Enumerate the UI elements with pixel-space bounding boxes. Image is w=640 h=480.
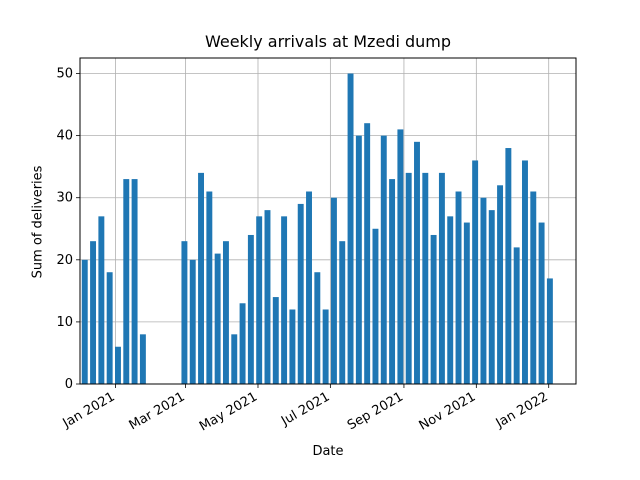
bar: [289, 309, 296, 384]
bar: [90, 241, 97, 384]
bar: [106, 272, 113, 384]
x-tick-label: Sep 2021: [345, 389, 406, 433]
bar: [189, 259, 196, 384]
bar: [497, 185, 504, 384]
bar: [256, 216, 263, 384]
bar: [522, 160, 528, 384]
y-axis: 0 10 20 30 40 50: [56, 67, 80, 392]
x-tick-label: Jan 2021: [60, 389, 118, 431]
bar: [281, 216, 288, 384]
bar: [206, 191, 213, 384]
bar: [247, 234, 254, 384]
x-tick-label: Jul 2021: [278, 389, 332, 429]
bar: [214, 253, 221, 384]
bar: [546, 278, 553, 384]
bar: [123, 179, 130, 384]
bar: [513, 247, 520, 384]
y-tick-label: 50: [56, 67, 73, 82]
bar: [472, 160, 479, 384]
bar: [414, 141, 420, 384]
bar: [264, 210, 271, 384]
bar: [389, 179, 396, 384]
bar: [330, 197, 337, 384]
bar: [372, 228, 379, 384]
bar: [239, 303, 246, 384]
bar: [364, 123, 371, 384]
bar: [297, 203, 304, 384]
bar: [455, 191, 462, 384]
bar: [322, 309, 329, 384]
bar: [314, 272, 321, 384]
bar: [198, 172, 204, 384]
bar: [81, 259, 88, 384]
chart-title: Weekly arrivals at Mzedi dump: [204, 32, 452, 51]
x-tick-label: Jan 2022: [493, 389, 551, 431]
bar: [222, 241, 229, 384]
bar: [422, 172, 429, 384]
bar: [131, 179, 138, 384]
bar: [538, 222, 545, 384]
bar: [115, 346, 121, 384]
plot-frame: [79, 57, 577, 385]
bar: [231, 334, 238, 384]
bar: [438, 172, 445, 384]
bar: [98, 216, 105, 384]
y-tick-label: 20: [56, 253, 73, 268]
bar-series: [81, 73, 553, 385]
x-tick-label: Mar 2021: [127, 389, 188, 433]
bar: [397, 129, 404, 384]
y-tick-label: 10: [56, 315, 73, 330]
y-tick-label: 0: [65, 377, 73, 392]
bar: [306, 191, 312, 384]
bar: [380, 135, 387, 384]
x-axis: Jan 2021 Mar 2021 May 2021 Jul 2021 Sep 2021…: [60, 384, 551, 435]
bar: [272, 297, 279, 384]
bar: [530, 191, 537, 384]
bar: [488, 210, 495, 384]
bar: [405, 172, 412, 384]
x-tick-label: May 2021: [197, 389, 260, 434]
x-tick-label: Nov 2021: [417, 389, 479, 433]
y-tick-label: 30: [56, 191, 73, 206]
y-tick-label: 40: [56, 129, 73, 144]
bar: [447, 216, 454, 384]
x-axis-label: Date: [312, 444, 344, 459]
bar: [139, 334, 146, 384]
bar: [339, 241, 346, 384]
bar: [430, 234, 437, 384]
bar: [355, 135, 362, 384]
bar: [463, 222, 470, 384]
bar: [181, 241, 188, 384]
bar: [347, 73, 354, 385]
bar: [480, 197, 487, 384]
bar: [505, 148, 512, 384]
